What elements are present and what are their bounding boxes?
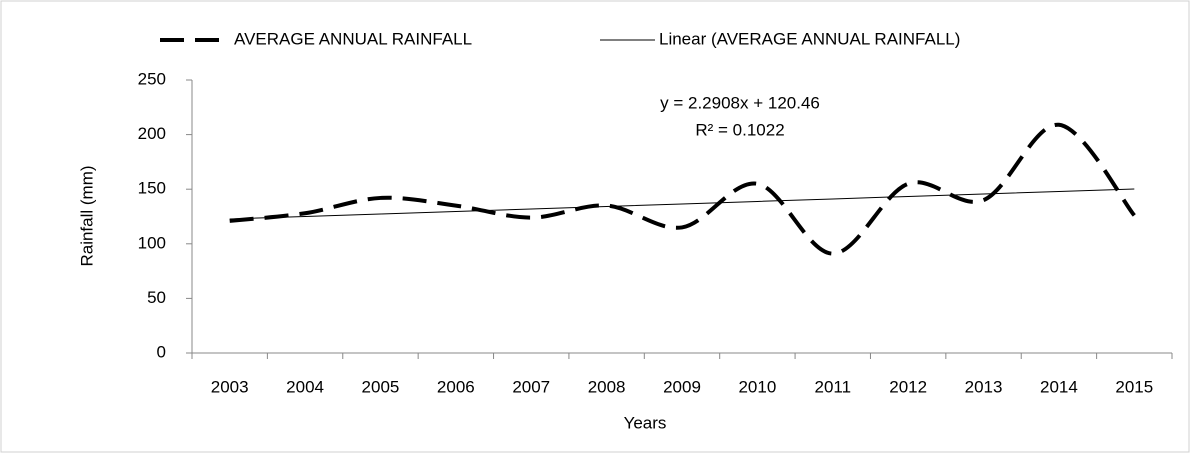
x-tick-label: 2003 xyxy=(211,377,249,396)
y-axis-label: Rainfall (mm) xyxy=(77,165,96,266)
y-tick-label: 150 xyxy=(138,179,166,198)
x-tick-label: 2013 xyxy=(965,377,1003,396)
x-axis-label: Years xyxy=(624,413,667,432)
legend-label: Linear (AVERAGE ANNUAL RAINFALL) xyxy=(659,29,960,48)
x-tick-label: 2005 xyxy=(362,377,400,396)
x-tick-label: 2008 xyxy=(588,377,626,396)
equation: y = 2.2908x + 120.46 xyxy=(660,93,820,112)
x-tick-label: 2007 xyxy=(512,377,550,396)
legend-label: AVERAGE ANNUAL RAINFALL xyxy=(234,29,472,48)
x-tick-label: 2010 xyxy=(738,377,776,396)
y-tick-label: 0 xyxy=(157,342,166,361)
y-tick-label: 250 xyxy=(138,69,166,88)
x-tick-label: 2015 xyxy=(1115,377,1153,396)
x-tick-label: 2012 xyxy=(889,377,927,396)
x-tick-label: 2009 xyxy=(663,377,701,396)
x-tick-label: 2014 xyxy=(1040,377,1078,396)
x-tick-label: 2004 xyxy=(286,377,324,396)
x-tick-label: 2011 xyxy=(814,377,851,396)
r-squared: R² = 0.1022 xyxy=(695,120,784,139)
y-tick-label: 50 xyxy=(147,288,166,307)
data-line xyxy=(229,122,1136,256)
y-tick-label: 200 xyxy=(138,124,166,143)
trend-line xyxy=(229,188,1135,220)
x-tick-label: 2006 xyxy=(437,377,475,396)
y-tick-label: 100 xyxy=(138,233,166,252)
